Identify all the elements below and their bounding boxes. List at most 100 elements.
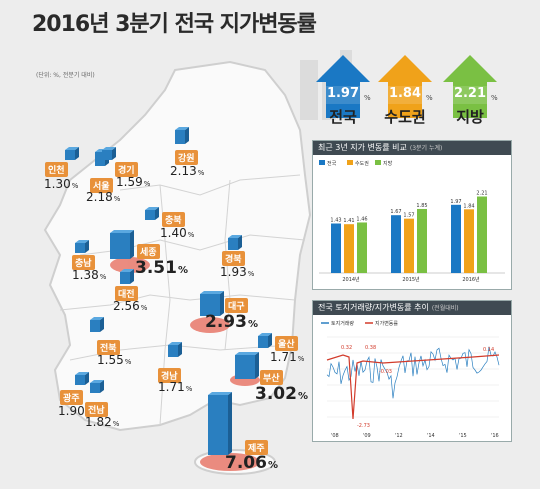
percent-sign: % [143,180,151,188]
legend-label: 토지거래량 [331,320,354,327]
summary-value-0: 1.97 [326,86,360,101]
region-value-number: 1.71 [270,350,297,364]
annotation-label: -2.73 [357,423,370,429]
bar-data-label: 1.43 [330,218,341,224]
region-value-number: 1.40 [160,226,187,240]
bar-mark [344,224,354,273]
bar-data-label: 1.67 [390,209,401,215]
legend-swatch [347,160,353,165]
bar-mark [451,204,461,273]
region-value-5: 3.51% [135,258,188,278]
bar-data-label: 1.46 [356,216,367,222]
bar-data-label: 1.57 [403,213,414,219]
region-value-13: 3.02% [255,384,308,404]
highlight-bases [110,257,260,471]
region-value-10: 1.55% [97,353,131,367]
region-label-11: 울산 [275,336,298,351]
trend-chart-panel: 전국 토지거래량/지가변동률 추이 (전월대비) 토지거래량 지가변동률 0.32 0.… [312,300,512,442]
region-value-7: 1.93% [220,265,254,279]
region-value-16: 7.06% [225,453,278,473]
region-value-6: 1.38% [72,268,106,282]
x-tick-label: '14 [427,433,435,439]
legend-label: 전국 [327,160,337,167]
percent-sign: % [99,273,107,281]
bar-data-label: 1.41 [343,218,354,224]
region-bar [175,127,189,144]
comparison-chart-title: 최근 3년 지가 변동률 비교 (3분기 누계) [313,141,511,155]
region-value-12: 1.71% [158,380,192,394]
comparison-bar-chart: 전국 수도권 지방 1.43 1.41 1.46 2014년 1.671.571.85 2015… [319,160,505,283]
region-value-11: 1.71% [270,350,304,364]
region-label-9: 대구 [225,298,248,313]
legend-label: 수도권 [355,160,369,167]
region-bar [75,372,89,385]
legend-label: 지방 [383,160,393,167]
region-value-number: 2.13 [170,164,197,178]
x-tick-label: '08 [331,433,339,439]
annotation-label: 0.38 [365,345,376,351]
percent-sign: % [112,420,120,428]
region-bar [90,380,104,393]
trend-line-chart: 토지거래량 지가변동률 0.32 0.38 -0.03 -2.73 0.14 '08 '09 '1… [321,320,500,439]
region-bar [235,352,259,379]
percent-sign: % [247,319,258,330]
region-value-number: 7.06 [225,453,267,473]
page-title: 2016년 3분기 전국 지가변동률 [32,12,317,37]
region-value-15: 1.82% [85,415,119,429]
summary-label-0: 전국 [329,108,357,126]
region-borders [59,174,306,426]
region-bar [110,230,134,259]
region-value-number: 2.93 [205,312,247,332]
summary-value-2: 2.21 [453,86,487,101]
percent-sign: % [197,169,205,177]
region-value-1: 2.18% [86,190,120,204]
annotation-label: 0.14 [483,347,494,353]
region-value-number: 1.90 [58,404,85,418]
legend-label: 지가변동률 [375,320,398,327]
region-bar [65,147,79,160]
trend-chart-title: 전국 토지거래량/지가변동률 추이 (전월대비) [313,301,511,315]
region-label-8: 대전 [115,286,138,301]
region-label-7: 경북 [222,251,245,266]
percent-sign: % [267,460,278,471]
x-tick-label: '09 [363,433,371,439]
region-value-number: 1.82 [85,415,112,429]
region-value-number: 2.18 [86,190,113,204]
bar-mark [417,208,427,273]
region-value-number: 1.93 [220,265,247,279]
region-label-16: 제주 [245,440,268,455]
region-bar [90,317,104,332]
bar-mark [404,218,414,273]
region-value-2: 1.59% [116,175,150,189]
region-value-9: 2.93% [205,312,258,332]
bar-mark [477,196,487,273]
percent-sign: % [177,265,188,276]
volume-series-line [326,346,500,399]
region-bar [208,392,232,455]
region-value-3: 2.13% [170,164,204,178]
bar-data-label: 1.97 [450,199,461,205]
region-bar [228,235,242,250]
percent-sign: % [297,391,308,402]
region-value-number: 1.71 [158,380,185,394]
summary-percent: % [364,94,371,102]
bar-mark [331,223,341,273]
region-value-0: 1.30% [44,177,78,191]
region-value-number: 1.55 [97,353,124,367]
x-tick-label: 2016년 [462,276,480,283]
percent-sign: % [140,304,148,312]
summary-percent: % [491,94,498,102]
x-tick-label: '12 [395,433,403,439]
region-value-number: 1.38 [72,268,99,282]
x-tick-label: 2014년 [342,276,360,283]
region-bar [75,240,89,253]
legend-swatch [375,160,381,165]
region-label-6: 충남 [72,255,95,270]
region-bars [65,127,272,455]
x-tick-label: 2015년 [402,276,420,283]
legend-swatch [319,160,325,165]
percent-sign: % [185,385,193,393]
region-value-number: 2.56 [113,299,140,313]
summary-value-1: 1.84 [388,86,422,101]
